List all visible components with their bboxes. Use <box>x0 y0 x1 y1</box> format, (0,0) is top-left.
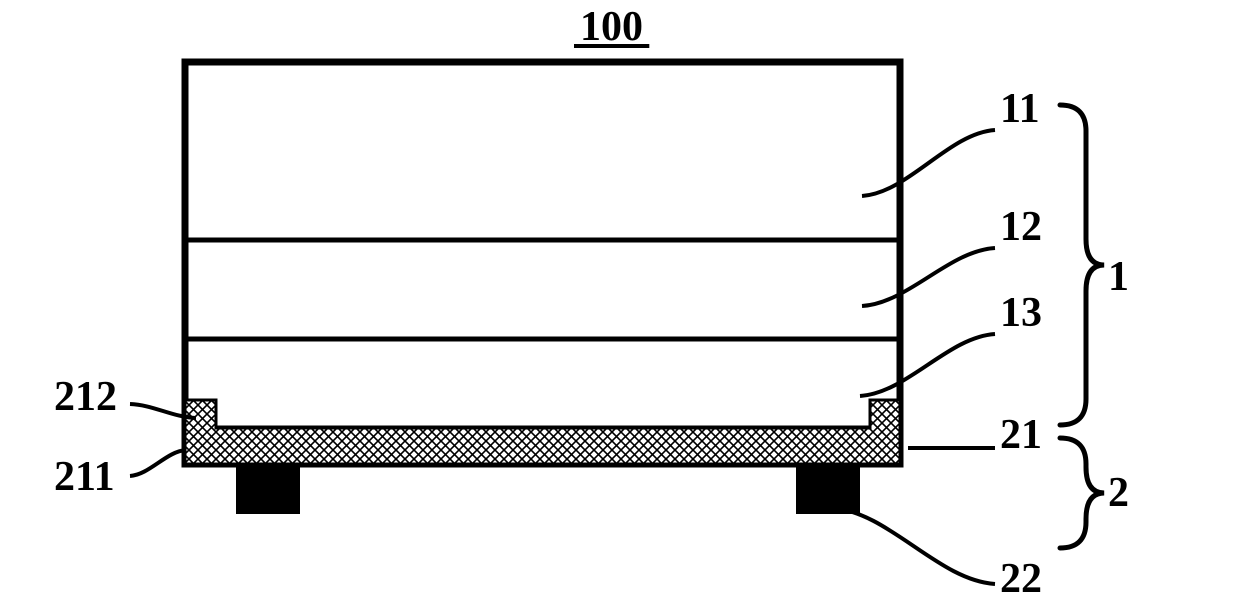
leader-label211 <box>130 450 186 476</box>
leader-label11 <box>862 130 995 196</box>
label-label11: 11 <box>1000 86 1040 132</box>
brace-group-2 <box>1060 438 1104 548</box>
label-group-2: 2 <box>1108 470 1129 516</box>
foot-22 <box>236 464 300 514</box>
brace-group-1 <box>1060 105 1104 425</box>
label-label21: 21 <box>1000 412 1042 458</box>
label-label13: 13 <box>1000 290 1042 336</box>
leader-label12 <box>862 248 995 306</box>
body-outline <box>185 62 900 464</box>
label-label211: 211 <box>54 454 115 500</box>
label-label12: 12 <box>1000 204 1042 250</box>
label-label212: 212 <box>54 374 117 420</box>
leader-label22 <box>832 508 995 584</box>
hatched-layer-21 <box>185 400 900 464</box>
foot-22 <box>796 464 860 514</box>
leader-label13 <box>860 334 995 396</box>
label-group-1: 1 <box>1108 254 1129 300</box>
label-label22: 22 <box>1000 556 1042 602</box>
figure-title: 100 <box>580 4 643 50</box>
